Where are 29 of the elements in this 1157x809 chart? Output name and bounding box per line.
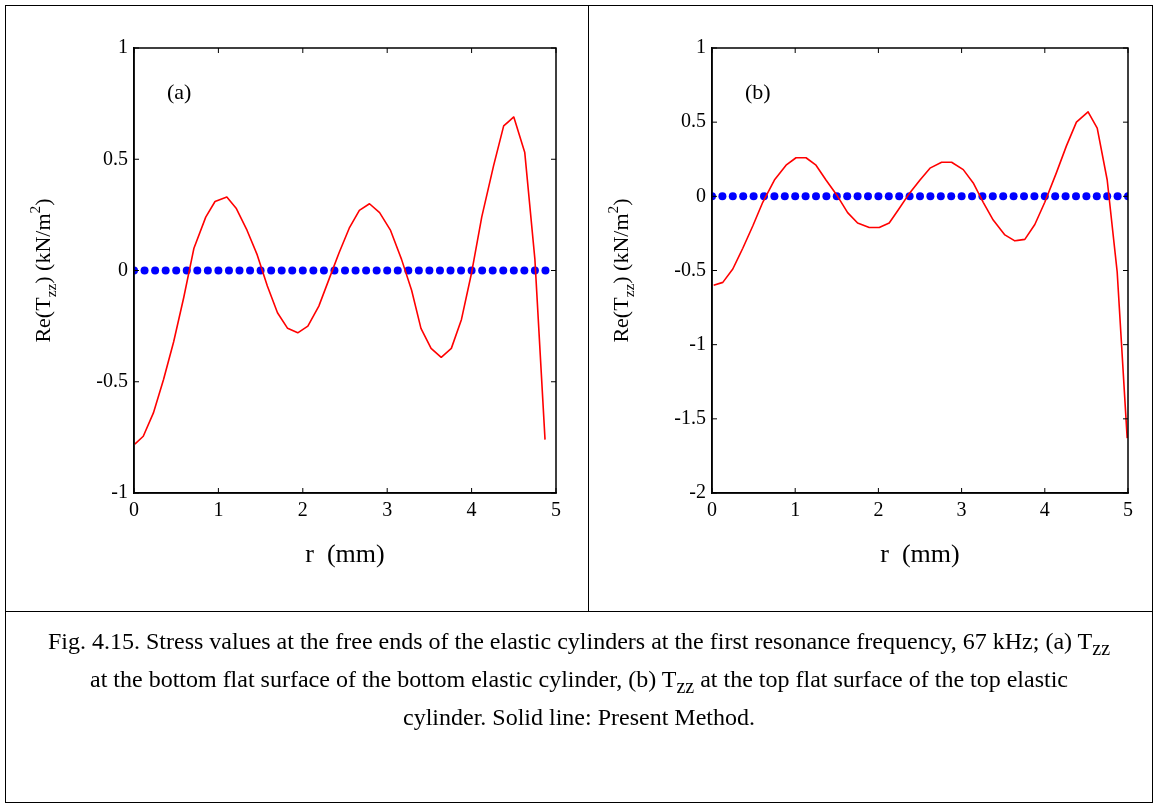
x-axis-title: r (mm) bbox=[880, 538, 960, 568]
x-tick-label: 3 bbox=[382, 498, 393, 521]
y-tick-label: 0 bbox=[696, 183, 706, 206]
y-tick-label: -1 bbox=[689, 331, 706, 354]
y-tick-label: 1 bbox=[696, 35, 706, 58]
y-axis-title: Re(Tzz) (kN/m2) bbox=[26, 198, 59, 343]
x-tick-label: 4 bbox=[466, 498, 477, 521]
x-tick-label: 2 bbox=[873, 498, 884, 521]
y-tick-label: 0 bbox=[118, 257, 128, 280]
y-tick-label: -0.5 bbox=[96, 369, 128, 391]
y-axis-title: Re(Tzz) (kN/m2) bbox=[604, 198, 637, 343]
y-tick-label: 1 bbox=[118, 35, 128, 58]
y-tick-label: -2 bbox=[689, 480, 706, 503]
x-tick-label: 1 bbox=[790, 498, 801, 521]
annotation: (a) bbox=[167, 78, 192, 104]
x-tick-label: 5 bbox=[1123, 498, 1133, 521]
y-tick-label: -0.5 bbox=[674, 257, 706, 280]
x-axis-title: r (mm) bbox=[305, 538, 385, 568]
annotation: (b) bbox=[745, 78, 771, 104]
x-tick-label: 1 bbox=[213, 498, 224, 521]
x-tick-label: 5 bbox=[551, 498, 561, 521]
y-tick-label: 0.5 bbox=[681, 109, 706, 132]
x-tick-label: 3 bbox=[956, 498, 967, 521]
x-tick-label: 4 bbox=[1039, 498, 1050, 521]
y-tick-label: 0.5 bbox=[103, 146, 128, 169]
y-tick-label: -1.5 bbox=[674, 406, 706, 429]
x-tick-label: 2 bbox=[297, 498, 308, 521]
text: Fig. 4.15. Stress values at the free ends of the elastic cylinders at the first resonance frequency, 67 kHz; (a) T$_{zz}$ at the bottom flat surface of the bottom elastic cylinder, (b) T$_{zz}$ at the top flat surface of the top elastic cylinder. Solid line: Present Method. bbox=[47, 628, 1111, 730]
y-tick-label: -1 bbox=[111, 480, 128, 503]
